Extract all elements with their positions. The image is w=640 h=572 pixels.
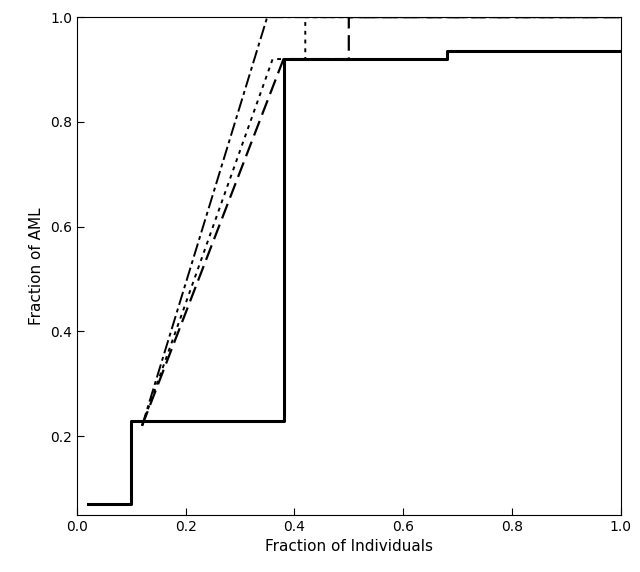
X-axis label: Fraction of Individuals: Fraction of Individuals (265, 539, 433, 554)
Y-axis label: Fraction of AML: Fraction of AML (29, 207, 44, 325)
